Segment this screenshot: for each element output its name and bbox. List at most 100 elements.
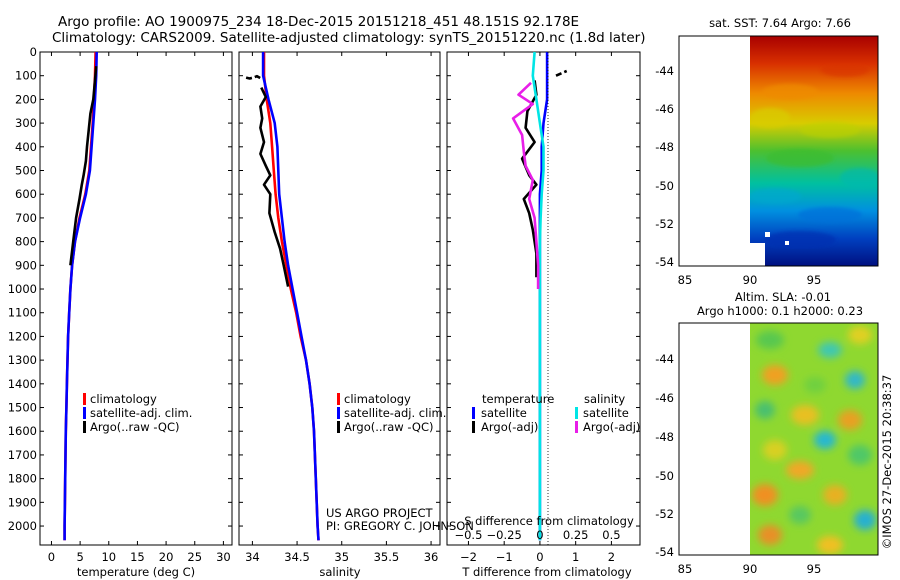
map-y-tick: -50 xyxy=(655,469,674,483)
x-tick-label: 2 xyxy=(608,550,615,564)
figure-title-line-2: Climatology: CARS2009. Satellite-adjuste… xyxy=(52,30,646,46)
x-tick-label: 30 xyxy=(216,550,231,564)
legend-swatch-t-satellite xyxy=(472,407,475,419)
series-line-satellite-adj-clim xyxy=(261,52,320,541)
x-tick-label: 34 xyxy=(245,550,260,564)
depth-tick-label: 700 xyxy=(15,211,37,225)
series-line-climatology xyxy=(262,52,320,541)
sla-map-title-line-2: Argo h1000: 0.1 h2000: 0.23 xyxy=(697,304,863,318)
map-y-tick: -52 xyxy=(655,507,674,521)
legend-label-t-argo: Argo(-adj) xyxy=(481,420,538,434)
series-line-argo-raw-qc xyxy=(259,87,290,287)
legend-label-s-argo: Argo(-adj) xyxy=(583,420,640,434)
x-tick-label: 25 xyxy=(187,550,202,564)
legend-header-temperature: temperature xyxy=(482,392,554,406)
map-x-tick: 85 xyxy=(678,273,693,287)
x-tick-label: 36 xyxy=(424,550,439,564)
legend-label-climatology: climatology xyxy=(344,392,411,406)
legend-swatch-climatology xyxy=(337,393,340,405)
map-y-tick: -52 xyxy=(655,217,674,231)
legend-swatch-s-satellite xyxy=(575,407,578,419)
difference-panel-frame xyxy=(446,51,641,546)
s-diff-tick-label: 0 xyxy=(536,528,543,542)
sla-land-mask xyxy=(749,323,750,555)
x-tick-label: 34.5 xyxy=(284,550,310,564)
series-line-satellite-adj-clim xyxy=(63,51,98,541)
sst-mottling xyxy=(749,63,878,249)
depth-tick-label: 1700 xyxy=(8,448,37,462)
sst-land-mask xyxy=(765,232,770,237)
map-y-tick: -46 xyxy=(655,391,674,405)
salinity-legend: climatology satellite-adj. clim. Argo(..… xyxy=(337,392,446,434)
legend-swatch-satellite xyxy=(337,407,340,419)
s-diff-tick-label: −0.5 xyxy=(454,528,482,542)
depth-tick-label: 1400 xyxy=(8,377,37,391)
legend-label-t-satellite: satellite xyxy=(481,406,527,420)
legend-label-climatology: climatology xyxy=(90,392,157,406)
x-tick-label: 1 xyxy=(572,550,579,564)
x-tick-label: 5 xyxy=(76,550,83,564)
x-tick-label: −2 xyxy=(460,550,477,564)
legend-label-satellite: satellite-adj. clim. xyxy=(90,406,192,420)
sst-land-mask xyxy=(749,36,750,266)
map-x-tick: 85 xyxy=(678,562,693,576)
legend-header-salinity: salinity xyxy=(584,392,625,406)
map-y-tick: -48 xyxy=(655,430,674,444)
legend-label-argo: Argo(..raw -QC) xyxy=(344,420,434,434)
depth-tick-label: 0 xyxy=(30,45,37,59)
depth-tick-label: 100 xyxy=(15,69,37,83)
series-line-s-argo-surface xyxy=(555,69,568,77)
x-tick-label: 35 xyxy=(334,550,349,564)
depth-tick-label: 1800 xyxy=(8,472,37,486)
x-tick-label: 20 xyxy=(159,550,174,564)
temperature-legend: climatology satellite-adj. clim. Argo(..… xyxy=(83,392,192,434)
depth-tick-label: 1300 xyxy=(8,353,37,367)
depth-tick-label: 200 xyxy=(15,92,37,106)
x-tick-label: 10 xyxy=(101,550,116,564)
salinity-axis-label: salinity xyxy=(319,565,360,579)
sst-map-y-ticks: -44 -46 -48 -50 -52 -54 xyxy=(655,64,674,269)
depth-tick-label: 800 xyxy=(15,235,37,249)
imos-timestamp: ©IMOS 27-Dec-2015 20:38:37 xyxy=(880,375,894,550)
series-line-s-satellite xyxy=(531,51,545,541)
sla-map-frame xyxy=(678,322,879,556)
legend-swatch-argo xyxy=(337,421,340,433)
legend-swatch-argo xyxy=(83,421,86,433)
legend-label-argo: Argo(..raw -QC) xyxy=(90,420,180,434)
x-tick-label: 15 xyxy=(130,550,145,564)
depth-tick-label: 1000 xyxy=(8,282,37,296)
sst-map-x-ticks: 85 90 95 xyxy=(678,273,822,287)
sla-map: Altim. SLA: -0.01 Argo h1000: 0.1 h2000:… xyxy=(655,290,879,576)
depth-tick-label: 1100 xyxy=(8,306,37,320)
x-tick-label: 0 xyxy=(48,550,55,564)
depth-tick-label: 400 xyxy=(15,140,37,154)
x-tick-label: 35.5 xyxy=(374,550,400,564)
map-x-tick: 95 xyxy=(807,273,822,287)
pi-credit: PI: GREGORY C. JOHNSON xyxy=(326,519,474,533)
s-diff-tick-label: −0.25 xyxy=(487,528,522,542)
depth-tick-label: 1600 xyxy=(8,424,37,438)
temperature-axis-label: temperature (deg C) xyxy=(77,565,195,579)
sla-map-y-ticks: -44 -46 -48 -50 -52 -54 xyxy=(655,352,674,559)
depth-tick-label: 2000 xyxy=(8,519,37,533)
legend-swatch-t-argo xyxy=(472,421,475,433)
depth-tick-label: 600 xyxy=(15,187,37,201)
map-y-tick: -44 xyxy=(655,352,674,366)
depth-tick-label: 1200 xyxy=(8,329,37,343)
x-tick-label: −1 xyxy=(496,550,513,564)
sst-land-mask xyxy=(785,241,789,245)
depth-tick-label: 500 xyxy=(15,164,37,178)
legend-swatch-s-argo xyxy=(575,421,578,433)
legend-swatch-climatology xyxy=(83,393,86,405)
s-diff-tick-label: 0.25 xyxy=(563,528,589,542)
series-line-s-argo-adj xyxy=(511,81,540,289)
figure-title-line-1: Argo profile: AO 1900975_234 18-Dec-2015… xyxy=(58,14,580,30)
depth-tick-label: 900 xyxy=(15,258,37,272)
sla-map-title-line-1: Altim. SLA: -0.01 xyxy=(735,290,831,304)
salinity-panel-frame xyxy=(238,51,441,546)
s-diff-tick-label: 0.5 xyxy=(602,528,620,542)
map-y-tick: -54 xyxy=(655,255,674,269)
series-line-argo-surface xyxy=(245,74,262,80)
map-x-tick: 90 xyxy=(743,273,758,287)
